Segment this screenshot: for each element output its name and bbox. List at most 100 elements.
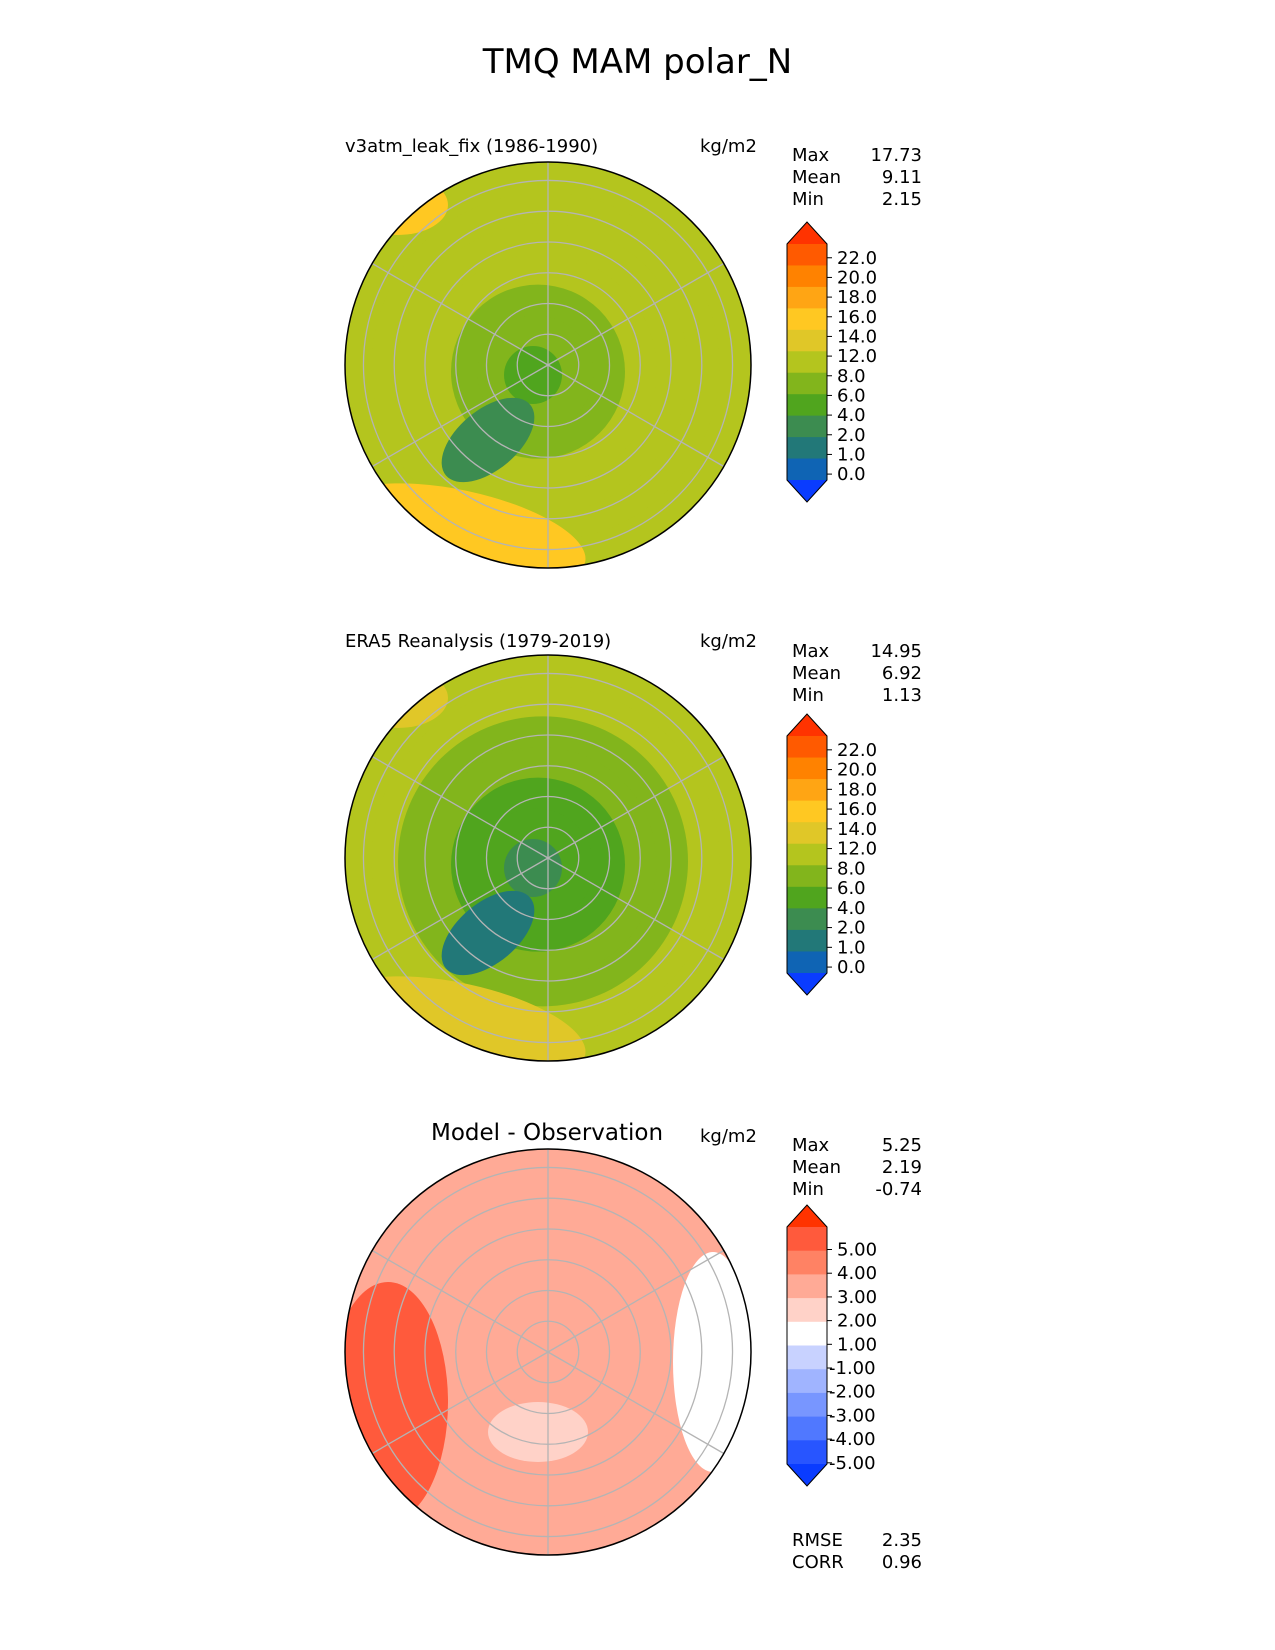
colorbar-segment xyxy=(787,329,827,352)
colorbar-segment xyxy=(787,458,827,481)
colorbar-segment xyxy=(787,1321,827,1346)
colorbar-tick-label: 14.0 xyxy=(837,326,877,347)
metric-value: 2.35 xyxy=(881,1530,922,1551)
colorbar-diff: 5.004.00 3.00 2.001.00 -1.00 -2.00-3.00 -4.00… xyxy=(786,1204,877,1487)
stat-value: 14.95 xyxy=(870,641,922,662)
stat-value: 5.25 xyxy=(881,1135,922,1156)
colorbar-tick-label: 16.0 xyxy=(837,307,877,328)
stats-diff: Max 5.25 Mean 2.19 Min -0.74 xyxy=(792,1135,922,1201)
colorbar-segment xyxy=(787,351,827,374)
colorbar-extend-top xyxy=(787,714,827,736)
meridian-line xyxy=(371,262,549,366)
stat-value: 2.19 xyxy=(881,1157,922,1178)
meridian-line xyxy=(371,364,549,468)
stat-value: 17.73 xyxy=(870,145,922,166)
colorbar-tick-label: 18.0 xyxy=(837,287,877,308)
colorbar-extend-bottom xyxy=(787,1464,827,1486)
pacific-high xyxy=(348,668,448,728)
colorbar-segment xyxy=(787,437,827,460)
colorbar-segment xyxy=(787,1345,827,1370)
colorbar-tick-label: -2.00 xyxy=(829,1382,876,1403)
colorbar-segment xyxy=(787,736,827,759)
colorbar-segment xyxy=(787,286,827,309)
stat-label: Mean xyxy=(792,1157,842,1178)
colorbar-segment xyxy=(787,908,827,931)
colorbar-tick-label: 16.0 xyxy=(837,799,877,820)
colorbar-segment xyxy=(787,372,827,395)
colorbar-tick-label: 22.0 xyxy=(837,740,877,761)
pacific-high xyxy=(348,175,448,235)
colorbar-tick-label: 18.0 xyxy=(837,779,877,800)
colorbar-segment xyxy=(787,244,827,266)
colorbar-segment xyxy=(787,1250,827,1275)
colorbar-extend-bottom xyxy=(787,480,827,502)
colorbar-segment xyxy=(787,779,827,802)
colorbar-tick-label: -1.00 xyxy=(829,1358,876,1379)
colorbar-tick-label: 1.0 xyxy=(837,937,866,958)
colorbar-outline xyxy=(786,713,828,996)
meridian-line xyxy=(547,755,725,859)
stat-row-mean: Mean 6.92 xyxy=(792,663,922,685)
map-diff xyxy=(344,1148,752,1556)
metric-label: RMSE xyxy=(792,1530,843,1551)
colorbar-outline xyxy=(786,1204,828,1487)
colorbar-tick-label: 8.0 xyxy=(837,366,866,387)
stat-value: -0.74 xyxy=(875,1179,922,1200)
stat-label: Max xyxy=(792,145,830,166)
colorbar-ref: 22.020.018.016.014.012.08.06.04.02.01.00… xyxy=(786,713,877,996)
metric-row-rmse: RMSE 2.35 xyxy=(792,1530,922,1552)
colorbar-tick-label: 22.0 xyxy=(837,248,877,269)
meridian-line xyxy=(547,1351,725,1455)
colorbar-segment xyxy=(787,394,827,417)
panel-title-test: v3atm_leak_fix (1986-1990) xyxy=(345,136,599,157)
map-boundary xyxy=(344,161,752,569)
colorbar-tick-label: 14.0 xyxy=(837,819,877,840)
colorbar-segment xyxy=(787,1274,827,1299)
panel-title-ref: ERA5 Reanalysis (1979-2019) xyxy=(345,631,612,652)
colorbar-tick-label: 5.00 xyxy=(837,1240,877,1261)
units-test: kg/m2 xyxy=(700,136,757,157)
colorbar-segment xyxy=(787,308,827,331)
meridian-line xyxy=(371,1249,549,1353)
colorbar-tick-label: 2.00 xyxy=(837,1311,877,1332)
asia-neutral xyxy=(673,1252,751,1472)
colorbar-tick-label: 6.0 xyxy=(837,878,866,899)
colorbar-tick-label: 0.0 xyxy=(837,464,866,485)
map-test xyxy=(344,161,752,569)
stat-value: 6.92 xyxy=(881,663,922,684)
metric-label: CORR xyxy=(792,1552,844,1573)
meridian-line xyxy=(371,857,549,961)
colorbar-tick-label: 12.0 xyxy=(837,346,877,367)
stats-test: Max 17.73 Mean 9.11 Min 2.15 xyxy=(792,145,922,211)
colorbar-test: 22.020.018.016.014.012.08.06.04.02.01.00… xyxy=(786,221,877,503)
colorbar-tick-label: -3.00 xyxy=(829,1405,876,1426)
greenland-neutral xyxy=(488,1402,588,1462)
colorbar-segment xyxy=(787,1416,827,1441)
greenland-low xyxy=(441,890,535,976)
colorbar-tick-label: 2.0 xyxy=(837,918,866,939)
colorbar-tick-label: 4.00 xyxy=(837,1263,877,1284)
colorbar-tick-label: 1.0 xyxy=(837,444,866,465)
colorbar-segment xyxy=(787,1392,827,1418)
colorbar-tick-label: 0.0 xyxy=(837,957,866,978)
stat-value: 9.11 xyxy=(881,167,922,188)
colorbar-segment xyxy=(787,800,827,823)
panel-title-diff: Model - Observation xyxy=(431,1120,664,1146)
colorbar-tick-label: 2.0 xyxy=(837,425,866,446)
colorbar-tick-label: 20.0 xyxy=(837,760,877,781)
stat-row-max: Max 14.95 xyxy=(792,641,922,663)
stat-row-max: Max 5.25 xyxy=(792,1135,922,1157)
colorbar-segment xyxy=(787,1369,827,1394)
colorbar-extend-bottom xyxy=(787,973,827,995)
colorbar-segment xyxy=(787,865,827,888)
stat-label: Max xyxy=(792,1135,830,1156)
colorbar-segment xyxy=(787,1227,827,1252)
units-ref: kg/m2 xyxy=(700,631,757,652)
meridian-line xyxy=(547,1249,725,1353)
colorbar-tick-label: 20.0 xyxy=(837,267,877,288)
colorbar-outline xyxy=(786,221,828,503)
colorbar-segment xyxy=(787,265,827,288)
colorbar-tick-label: 1.00 xyxy=(837,1334,877,1355)
map-boundary xyxy=(344,1148,752,1556)
